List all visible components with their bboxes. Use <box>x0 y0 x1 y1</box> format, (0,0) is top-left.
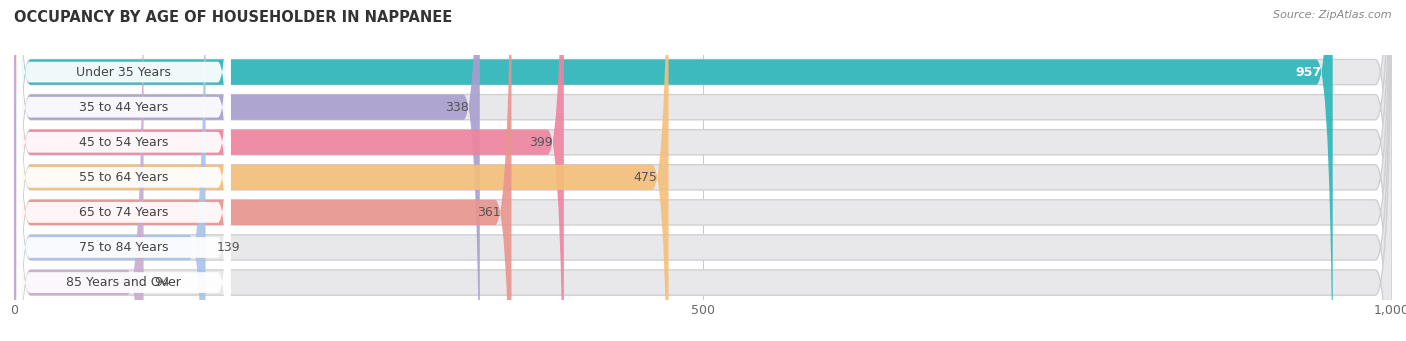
Text: 45 to 54 Years: 45 to 54 Years <box>79 136 169 149</box>
FancyBboxPatch shape <box>17 0 231 341</box>
Text: 55 to 64 Years: 55 to 64 Years <box>79 171 169 184</box>
FancyBboxPatch shape <box>14 0 205 341</box>
Text: 139: 139 <box>217 241 240 254</box>
FancyBboxPatch shape <box>17 0 231 341</box>
FancyBboxPatch shape <box>17 0 231 341</box>
FancyBboxPatch shape <box>14 0 669 341</box>
Text: 361: 361 <box>477 206 501 219</box>
Text: 957: 957 <box>1295 65 1322 78</box>
Text: 399: 399 <box>529 136 553 149</box>
FancyBboxPatch shape <box>14 0 1392 341</box>
FancyBboxPatch shape <box>14 0 1392 341</box>
FancyBboxPatch shape <box>17 0 231 341</box>
Text: 338: 338 <box>446 101 468 114</box>
FancyBboxPatch shape <box>14 0 1392 341</box>
FancyBboxPatch shape <box>14 0 1392 341</box>
Text: Source: ZipAtlas.com: Source: ZipAtlas.com <box>1274 10 1392 20</box>
Text: OCCUPANCY BY AGE OF HOUSEHOLDER IN NAPPANEE: OCCUPANCY BY AGE OF HOUSEHOLDER IN NAPPA… <box>14 10 453 25</box>
FancyBboxPatch shape <box>17 0 231 341</box>
FancyBboxPatch shape <box>14 0 1392 341</box>
Text: 85 Years and Over: 85 Years and Over <box>66 276 181 289</box>
Text: 75 to 84 Years: 75 to 84 Years <box>79 241 169 254</box>
FancyBboxPatch shape <box>14 0 512 341</box>
FancyBboxPatch shape <box>14 0 1333 341</box>
FancyBboxPatch shape <box>14 0 1392 341</box>
Text: Under 35 Years: Under 35 Years <box>76 65 172 78</box>
Text: 475: 475 <box>634 171 658 184</box>
FancyBboxPatch shape <box>14 0 564 341</box>
FancyBboxPatch shape <box>14 0 143 341</box>
FancyBboxPatch shape <box>17 0 231 341</box>
FancyBboxPatch shape <box>14 0 1392 341</box>
FancyBboxPatch shape <box>17 0 231 341</box>
Text: 65 to 74 Years: 65 to 74 Years <box>79 206 169 219</box>
Text: 94: 94 <box>155 276 170 289</box>
Text: 35 to 44 Years: 35 to 44 Years <box>79 101 169 114</box>
FancyBboxPatch shape <box>14 0 479 341</box>
